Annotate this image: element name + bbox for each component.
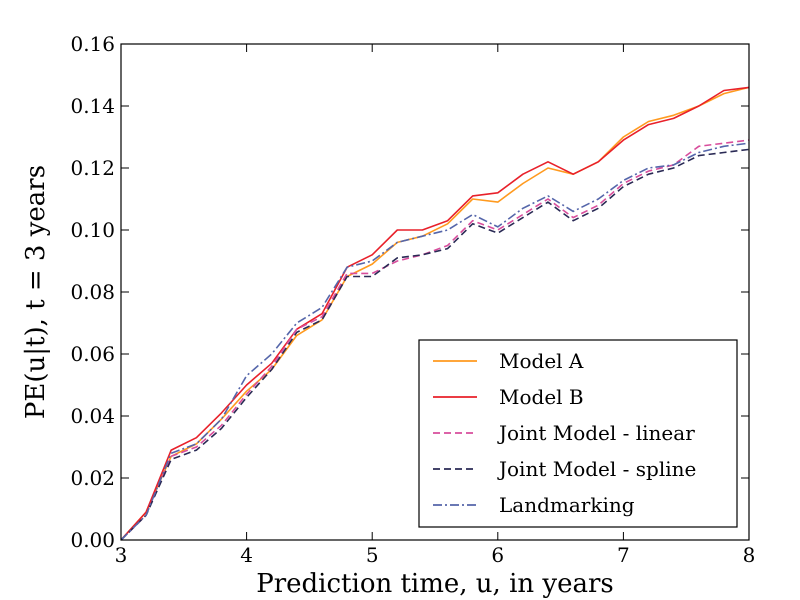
y-tick-label: 0.12 <box>70 156 115 180</box>
y-tick-label: 0.14 <box>70 94 115 118</box>
legend-label-4: Landmarking <box>499 493 635 517</box>
series-line-0 <box>120 86 750 541</box>
legend-label-1: Model B <box>499 385 584 409</box>
series-line-3 <box>120 148 750 541</box>
y-tick-label: 0.00 <box>70 528 115 552</box>
y-tick-label: 0.16 <box>70 32 115 56</box>
x-tick-label: 7 <box>617 543 630 567</box>
y-tick-label: 0.04 <box>70 404 115 428</box>
x-tick-label: 6 <box>491 543 504 567</box>
y-tick-label: 0.06 <box>70 342 115 366</box>
series-line-2 <box>120 139 750 541</box>
y-tick-label: 0.02 <box>70 466 115 490</box>
series-line-1 <box>120 86 750 541</box>
x-tick-label: 8 <box>743 543 756 567</box>
ticks-layer: 3 4 5 6 7 8 0.00 0.02 0.04 0.06 0.08 0.10 0.12 0.14 0.… <box>70 32 755 567</box>
series-layer <box>120 86 750 541</box>
y-tick-label: 0.10 <box>70 218 115 242</box>
x-tick-label: 4 <box>240 543 253 567</box>
y-tick-label: 0.08 <box>70 280 115 304</box>
legend-label-2: Joint Model - linear <box>497 421 695 445</box>
legend: Model A Model B Joint Model - linear Joint … <box>418 339 738 528</box>
y-axis-title: PE(u|t), t = 3 years <box>21 165 51 419</box>
x-tick-label: 3 <box>115 543 128 567</box>
x-axis-title: Prediction time, u, in years <box>256 569 614 599</box>
y-axis-title-text: PE(u|t), t = 3 years <box>21 165 51 419</box>
legend-label-3: Joint Model - spline <box>497 457 696 481</box>
series-line-4 <box>120 142 750 541</box>
legend-label-0: Model A <box>499 349 584 373</box>
x-tick-label: 5 <box>366 543 379 567</box>
